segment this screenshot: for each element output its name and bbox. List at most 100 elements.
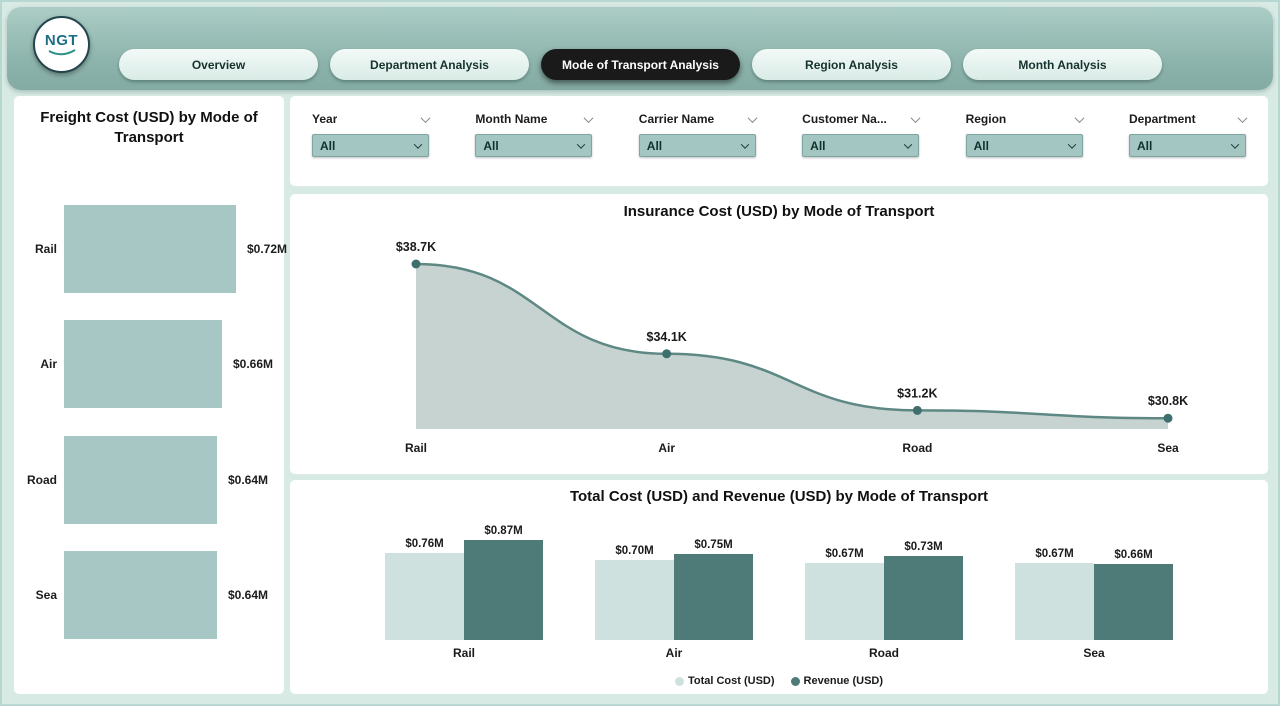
- bar-group: $0.76M $0.87M Rail: [385, 522, 543, 660]
- bar-value-label: $0.75M: [694, 539, 733, 551]
- chart-legend: Total Cost (USD) Revenue (USD): [290, 675, 1268, 687]
- freight-row: Air $0.66M: [22, 320, 280, 409]
- revenue-bar[interactable]: [884, 556, 963, 640]
- data-point[interactable]: [411, 259, 421, 269]
- revenue-bar[interactable]: [674, 554, 753, 640]
- filters-panel: Year All Month Name All Carrier Name: [290, 96, 1268, 186]
- total-cost-bar[interactable]: [1015, 563, 1094, 640]
- legend-label: Total Cost (USD): [687, 675, 775, 687]
- filter-dropdown[interactable]: All: [802, 134, 920, 157]
- filter-dropdown[interactable]: All: [312, 134, 429, 157]
- tab-overview[interactable]: Overview: [119, 49, 318, 80]
- data-point[interactable]: [662, 349, 672, 359]
- legend-dot-icon: [790, 676, 800, 686]
- freight-row: Road $0.64M: [22, 435, 280, 524]
- filter-label-row: Department: [1128, 111, 1248, 127]
- tab-region-analysis[interactable]: Region Analysis: [752, 49, 951, 80]
- category-label: Rail: [452, 646, 475, 660]
- filter-value: All: [320, 138, 336, 153]
- legend-item-total-cost[interactable]: Total Cost (USD): [674, 675, 775, 687]
- filter-value: All: [646, 138, 663, 153]
- tab-month-analysis[interactable]: Month Analysis: [963, 49, 1162, 80]
- filter-label-row: Year: [312, 111, 431, 127]
- freight-category-label: Rail: [34, 241, 57, 256]
- bar-value-label: $0.87M: [484, 525, 523, 537]
- x-axis-label: Road: [902, 441, 932, 455]
- filter-value: All: [483, 138, 499, 153]
- bar-group: $0.67M $0.66M Sea: [1015, 522, 1173, 660]
- legend-label: Revenue (USD): [803, 675, 884, 687]
- trend-line: [415, 262, 1169, 420]
- freight-bars: Rail $0.72M Air $0.66M Road $0.64M Sea $0.64M: [22, 204, 287, 640]
- tab-department-analysis[interactable]: Department Analysis: [330, 49, 529, 80]
- freight-bar[interactable]: [64, 320, 222, 409]
- freight-bar[interactable]: [64, 435, 217, 524]
- logo-text: NGT: [44, 32, 79, 49]
- filter-customer-name: Customer Na... All: [802, 111, 921, 186]
- total-cost-bar[interactable]: [595, 560, 674, 640]
- point-value-label: $31.2K: [897, 386, 937, 400]
- filter-department: Department All: [1128, 111, 1248, 186]
- insurance-area-svg[interactable]: $38.7K Rail $34.1K Air $31.2K Road $30.8K Sea: [301, 224, 1256, 464]
- category-label: Sea: [1083, 646, 1105, 660]
- chevron-down-icon[interactable]: [747, 112, 758, 123]
- filter-dropdown[interactable]: All: [638, 134, 756, 157]
- chevron-down-icon: [1067, 139, 1076, 149]
- chevron-down-icon: [903, 139, 913, 149]
- data-point[interactable]: [912, 405, 922, 415]
- logo: NGT: [33, 16, 90, 73]
- bar-group: $0.70M $0.75M Air: [595, 522, 753, 660]
- filter-label-row: Carrier Name: [638, 111, 758, 127]
- point-value-label: $34.1K: [647, 330, 687, 344]
- legend-dot-icon: [674, 676, 684, 686]
- filter-label: Year: [312, 112, 338, 126]
- cost-revenue-groups: $0.76M $0.87M Rail $0.70M $0.75M Air $0.67M $0.…: [320, 522, 1238, 660]
- total-cost-bar[interactable]: [385, 553, 464, 640]
- filter-dropdown[interactable]: All: [965, 134, 1083, 157]
- bar-value-label: $0.76M: [405, 538, 444, 550]
- filter-dropdown[interactable]: All: [1128, 134, 1246, 157]
- bar-value-label: $0.70M: [615, 545, 654, 557]
- filter-label: Carrier Name: [638, 112, 715, 126]
- freight-row: Sea $0.64M: [22, 551, 280, 640]
- chevron-down-icon[interactable]: [910, 112, 921, 123]
- filter-value: All: [810, 138, 826, 153]
- x-axis-label: Rail: [405, 441, 427, 455]
- insurance-chart-panel: Insurance Cost (USD) by Mode of Transpor…: [290, 194, 1268, 474]
- bar-column: $0.76M: [385, 522, 464, 640]
- freight-row: Rail $0.72M: [22, 204, 287, 293]
- freight-bar[interactable]: [64, 204, 236, 293]
- bar-value-label: $0.66M: [1114, 549, 1153, 561]
- bar-column: $0.67M: [1015, 522, 1094, 640]
- freight-category-label: Sea: [35, 588, 57, 603]
- insurance-chart-title: Insurance Cost (USD) by Mode of Transpor…: [623, 203, 935, 220]
- chevron-down-icon[interactable]: [1074, 112, 1085, 123]
- chevron-down-icon[interactable]: [1237, 112, 1248, 123]
- freight-chart-title: Freight Cost (USD) by Mode of Transport: [40, 109, 258, 147]
- revenue-bar[interactable]: [464, 540, 543, 640]
- freight-bar[interactable]: [64, 551, 217, 640]
- revenue-bar[interactable]: [1094, 564, 1173, 640]
- filter-label: Month Name: [475, 112, 548, 126]
- data-point[interactable]: [1163, 413, 1173, 423]
- filter-label: Department: [1128, 112, 1196, 126]
- filter-dropdown[interactable]: All: [475, 134, 593, 157]
- bar-column: $0.67M: [805, 522, 884, 640]
- category-label: Road: [869, 646, 899, 660]
- chevron-down-icon[interactable]: [583, 112, 594, 123]
- bar-column: $0.75M: [674, 522, 753, 640]
- filter-region: Region All: [965, 111, 1085, 186]
- legend-item-revenue[interactable]: Revenue (USD): [790, 675, 884, 687]
- point-value-label: $38.7K: [396, 240, 436, 254]
- bar-value-label: $0.67M: [1035, 548, 1074, 560]
- chevron-down-icon[interactable]: [420, 112, 431, 123]
- freight-chart-panel: Freight Cost (USD) by Mode of Transport …: [14, 96, 287, 694]
- tab-mode-of-transport-analysis[interactable]: Mode of Transport Analysis: [541, 49, 740, 80]
- freight-value-label: $0.64M: [228, 588, 269, 603]
- total-cost-bar[interactable]: [805, 563, 884, 640]
- logo-swoosh-icon: [48, 49, 76, 56]
- bar-pair: $0.76M $0.87M: [385, 522, 543, 640]
- x-axis-label: Sea: [1157, 441, 1179, 455]
- freight-value-label: $0.66M: [233, 357, 274, 372]
